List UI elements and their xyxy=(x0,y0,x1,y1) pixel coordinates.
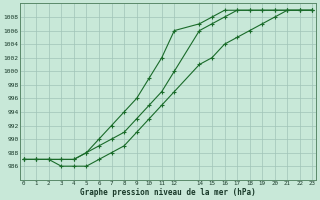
X-axis label: Graphe pression niveau de la mer (hPa): Graphe pression niveau de la mer (hPa) xyxy=(80,188,256,197)
